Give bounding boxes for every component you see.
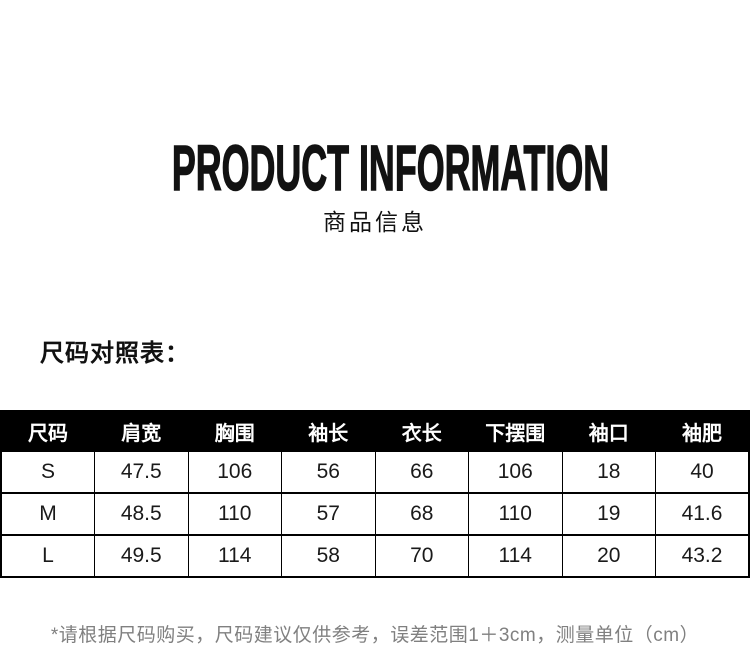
size-footnote: *请根据尺码购买，尺码建议仅供参考，误差范围1＋3cm，测量单位（cm）: [50, 625, 700, 646]
measurement-cell: 48.5: [94, 492, 189, 536]
measurement-cell: 41.6: [655, 492, 750, 536]
measurement-cell: 19: [561, 492, 656, 536]
measurement-cell: 18: [561, 450, 656, 494]
column-header-sleeve-length: 袖长: [281, 410, 376, 452]
column-header-size: 尺码: [0, 410, 95, 452]
column-header-hem: 下摆围: [468, 410, 563, 452]
measurement-cell: 110: [187, 492, 282, 536]
measurement-cell: 114: [187, 534, 282, 578]
column-header-chest: 胸围: [187, 410, 282, 452]
size-table-head: 尺码 肩宽 胸围 袖长 衣长 下摆围 袖口 袖肥: [0, 410, 750, 452]
measurement-cell: 20: [561, 534, 656, 578]
measurement-cell: 49.5: [94, 534, 189, 578]
size-cell: M: [0, 492, 95, 536]
measurement-cell: 66: [374, 450, 469, 494]
measurement-cell: 40: [655, 450, 750, 494]
column-header-cuff: 袖口: [561, 410, 656, 452]
page-title: PRODUCT INFORMATION: [171, 132, 610, 204]
measurement-cell: 68: [374, 492, 469, 536]
table-row: L 49.5 114 58 70 114 20 43.2: [0, 534, 750, 578]
size-table: 尺码 肩宽 胸围 袖长 衣长 下摆围 袖口 袖肥 S 47.5 106 56 66 106…: [0, 410, 750, 578]
table-row: M 48.5 110 57 68 110 19 41.6: [0, 492, 750, 536]
size-table-body: S 47.5 106 56 66 106 18 40 M 48.5 110 57 68 110 19 41.6…: [0, 450, 750, 578]
page-title-wrap: PRODUCT INFORMATION: [0, 132, 750, 204]
measurement-cell: 43.2: [655, 534, 750, 578]
measurement-cell: 114: [468, 534, 563, 578]
measurement-cell: 56: [281, 450, 376, 494]
column-header-shoulder: 肩宽: [94, 410, 189, 452]
page-subtitle: 商品信息: [323, 209, 427, 235]
size-table-header-row: 尺码 肩宽 胸围 袖长 衣长 下摆围 袖口 袖肥: [0, 410, 750, 452]
measurement-cell: 58: [281, 534, 376, 578]
table-row: S 47.5 106 56 66 106 18 40: [0, 450, 750, 494]
measurement-cell: 57: [281, 492, 376, 536]
measurement-cell: 47.5: [94, 450, 189, 494]
measurement-cell: 106: [187, 450, 282, 494]
size-cell: L: [0, 534, 95, 578]
column-header-sleeve-width: 袖肥: [655, 410, 750, 452]
measurement-cell: 70: [374, 534, 469, 578]
size-chart-heading: 尺码对照表：: [40, 340, 190, 367]
measurement-cell: 110: [468, 492, 563, 536]
measurement-cell: 106: [468, 450, 563, 494]
column-header-garment-length: 衣长: [374, 410, 469, 452]
size-cell: S: [0, 450, 95, 494]
